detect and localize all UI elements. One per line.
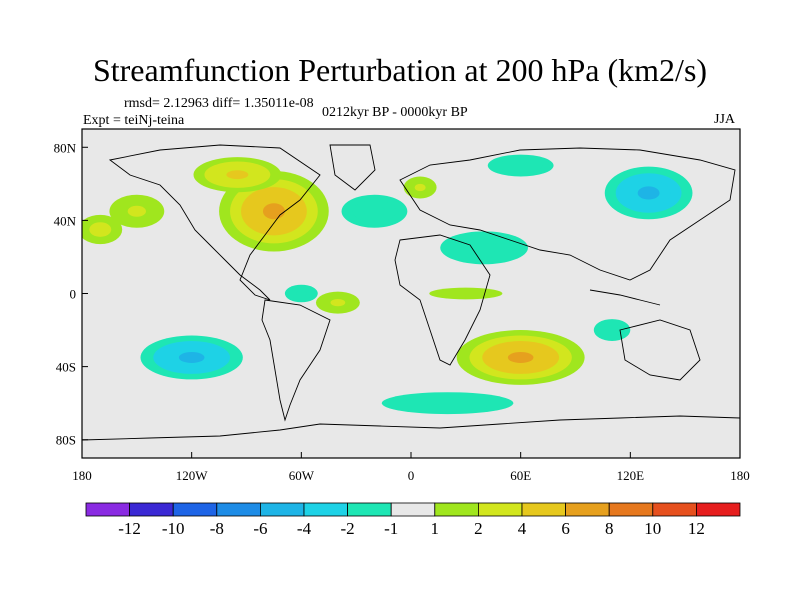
- colorbar-swatch-11: [565, 502, 610, 517]
- season-label: JJA: [714, 112, 736, 127]
- contour-atlantic-trop-high-4: [330, 298, 346, 307]
- colorbar-swatch-0: [85, 502, 130, 517]
- field-caribbean-low: [284, 284, 318, 303]
- y-axis: 80N 40N 0 40S 80S: [54, 140, 88, 448]
- contour-indian-ocean-low-4: [602, 324, 622, 336]
- field-europe-high: [403, 176, 437, 199]
- colorbar-label-6: -1: [384, 519, 398, 538]
- y-tick-label-0: 80N: [54, 140, 77, 155]
- x-tick-label-5: 120E: [617, 468, 645, 483]
- colorbar-label-12: 10: [644, 519, 661, 538]
- contour-asia-low-4: [637, 186, 660, 200]
- colorbar-swatch-5: [303, 502, 348, 517]
- field-southern-ocean-low: [381, 392, 514, 415]
- colorbar-swatch-7: [390, 502, 436, 517]
- x-tick-label-0: 180: [72, 468, 92, 483]
- chart-title: Streamfunction Perturbation at 200 hPa (…: [92, 52, 708, 88]
- colorbar-swatch-8: [434, 502, 479, 517]
- contour-north-atlantic-low-4: [363, 205, 386, 217]
- contour-south-africa-high-4: [507, 351, 534, 363]
- field-asia-low: [593, 160, 704, 226]
- x-tick-label-3: 0: [408, 468, 415, 483]
- contour-west-pacific-high-4: [94, 225, 106, 234]
- colorbar-label-13: 12: [688, 519, 705, 538]
- contour-southern-ocean-low-4: [425, 399, 470, 407]
- stats-text: rmsd= 2.12963 diff= 1.35011e-08: [124, 96, 314, 111]
- x-tick-label-6: 180: [730, 468, 750, 483]
- field-siberia-low: [487, 154, 554, 177]
- colorbar-swatch-12: [608, 502, 654, 517]
- colorbar-swatch-14: [696, 502, 741, 517]
- colorbar-label-1: -10: [162, 519, 185, 538]
- x-axis: 180 120W 60W 0 60E 120E 180: [72, 452, 750, 483]
- field-pacific-ne-high: [109, 194, 165, 228]
- field-south-africa-high: [456, 330, 585, 385]
- field-north-atlantic-low: [341, 194, 408, 228]
- contour-south-pacific-low-4: [178, 351, 205, 363]
- colorbar-swatch-13: [652, 502, 697, 517]
- colorbar-label-3: -6: [253, 519, 267, 538]
- colorbar-label-4: -4: [297, 519, 312, 538]
- colorbar-label-0: -12: [118, 519, 141, 538]
- field-atlantic-trop-high: [315, 291, 360, 314]
- period-text: 0212kyr BP - 0000kyr BP: [322, 105, 468, 120]
- colorbar-swatch-3: [216, 502, 261, 517]
- colorbar-swatch-6: [347, 502, 392, 517]
- colorbar-label-8: 2: [474, 519, 483, 538]
- contour-north-america-high-4: [262, 203, 285, 220]
- perturbation-field: [82, 154, 704, 415]
- field-south-pacific-low: [127, 330, 256, 385]
- colorbar-swatch-10: [521, 502, 566, 517]
- colorbar-label-5: -2: [341, 519, 355, 538]
- field-tropics-africa-high: [429, 287, 503, 300]
- y-tick-label-3: 40S: [56, 360, 76, 375]
- contour-canada-high-4: [226, 170, 249, 180]
- colorbar-label-9: 4: [518, 519, 527, 538]
- contour-siberia-low-4: [509, 161, 532, 170]
- colorbar-swatch-2: [172, 502, 218, 517]
- x-tick-label-2: 60W: [289, 468, 315, 483]
- colorbar: -12 -10 -8 -6 -4 -2 -1 1 2 4 6 8 10 12: [85, 502, 741, 538]
- y-tick-label-1: 40N: [54, 213, 77, 228]
- colorbar-swatch-4: [259, 502, 305, 517]
- y-tick-label-4: 80S: [56, 433, 76, 448]
- x-tick-label-4: 60E: [510, 468, 531, 483]
- colorbar-label-2: -8: [210, 519, 224, 538]
- colorbar-swatch-9: [477, 502, 523, 517]
- contour-tropics-africa-high-4: [447, 290, 485, 297]
- colorbar-label-11: 8: [605, 519, 614, 538]
- colorbar-swatch-1: [129, 502, 174, 517]
- y-tick-label-2: 0: [70, 287, 77, 302]
- x-tick-label-1: 120W: [176, 468, 209, 483]
- colorbar-label-10: 6: [561, 519, 570, 538]
- contour-pacific-ne-high-4: [127, 205, 146, 217]
- experiment-text: Expt = teiNj-teina: [83, 113, 185, 128]
- coastlines: [82, 144, 740, 441]
- colorbar-label-7: 1: [431, 519, 440, 538]
- contour-europe-high-4: [414, 183, 426, 192]
- field-west-pacific-high: [82, 214, 123, 245]
- contour-caribbean-low-4: [295, 290, 307, 297]
- field-mideast-low: [440, 231, 528, 265]
- field-indian-ocean-low: [593, 319, 631, 342]
- contour-mideast-low-4: [469, 242, 499, 254]
- field-canada-high: [193, 157, 282, 193]
